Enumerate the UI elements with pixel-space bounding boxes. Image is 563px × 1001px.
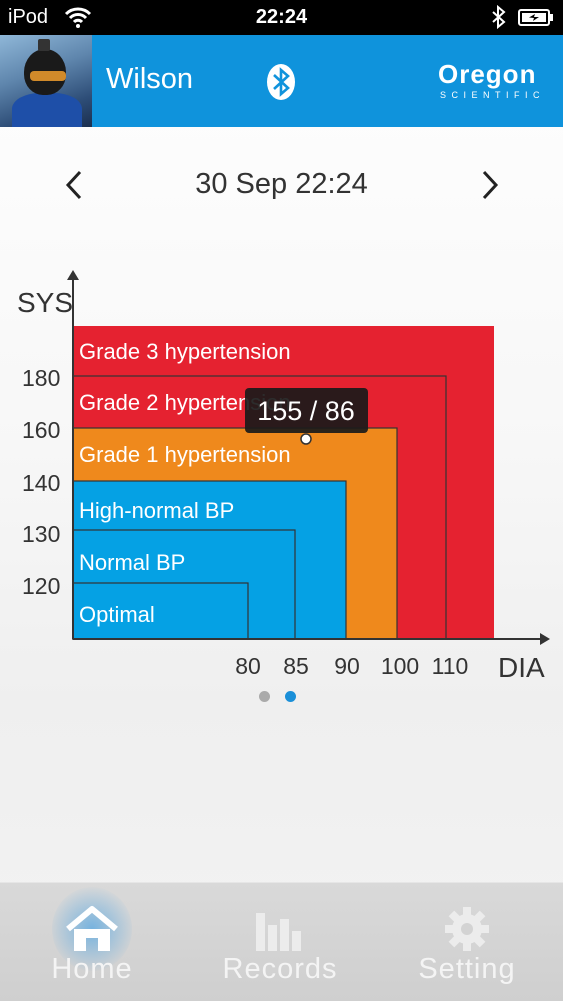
battery-icon <box>518 9 553 26</box>
y-tick-label: 120 <box>22 573 60 599</box>
y-tick-label: 160 <box>22 417 60 443</box>
page-dot-1[interactable] <box>259 691 270 702</box>
page-dot-2[interactable] <box>285 691 296 702</box>
x-tick-label: 110 <box>432 653 469 679</box>
y-axis-arrow <box>67 270 79 280</box>
y-tick-label: 180 <box>22 365 60 391</box>
zone-label: High-normal BP <box>79 498 234 523</box>
page-indicator <box>259 689 311 707</box>
wifi-icon <box>64 7 92 28</box>
tab-records[interactable]: Records <box>200 883 360 1001</box>
y-axis-label: SYS <box>17 287 73 318</box>
previous-arrow-icon[interactable] <box>62 168 88 202</box>
x-axis-label: DIA <box>498 652 545 683</box>
zone-label: Grade 1 hypertension <box>79 442 291 467</box>
bluetooth-status-icon <box>492 5 506 29</box>
reading-point <box>300 433 312 445</box>
reading-tooltip <box>245 388 368 433</box>
zone-label: Grade 3 hypertension <box>79 339 291 364</box>
tab-records-label: Records <box>222 953 338 985</box>
x-axis-arrow <box>540 633 550 645</box>
zone-label: Normal BP <box>79 550 185 575</box>
next-arrow-icon[interactable] <box>476 168 502 202</box>
x-tick-label: 90 <box>334 653 360 679</box>
oregon-logo: Oregon SCIENTIFIC <box>438 59 546 100</box>
tab-setting[interactable]: Setting <box>387 883 547 1001</box>
tab-setting-label: Setting <box>418 953 516 985</box>
tab-bar: Home Records Setting <box>0 882 563 1001</box>
carrier-label: iPod <box>8 6 49 28</box>
clock: 22:24 <box>255 6 308 28</box>
x-tick-label: 80 <box>235 653 261 679</box>
y-tick-label: 140 <box>22 470 60 496</box>
gear-icon <box>445 907 489 951</box>
zone-label: Optimal <box>79 602 155 627</box>
tab-home-label: Home <box>51 953 133 985</box>
y-tick-label: 130 <box>22 521 60 547</box>
bluetooth-icon[interactable] <box>266 62 296 102</box>
zone-6 <box>72 582 249 640</box>
app-header: Wilson Oregon SCIENTIFIC <box>0 35 563 127</box>
bar-chart-icon <box>256 913 301 951</box>
tab-home[interactable]: Home <box>12 883 172 1001</box>
home-icon <box>66 906 118 951</box>
x-tick-label: 100 <box>381 653 419 679</box>
reading-value: 155 / 86 <box>257 396 355 426</box>
user-name[interactable]: Wilson <box>106 63 194 95</box>
x-tick-label: 85 <box>283 653 309 679</box>
avatar[interactable] <box>0 35 92 127</box>
reading-date: 30 Sep 22:24 <box>195 168 368 200</box>
status-bar: iPod 22:24 <box>0 0 563 35</box>
